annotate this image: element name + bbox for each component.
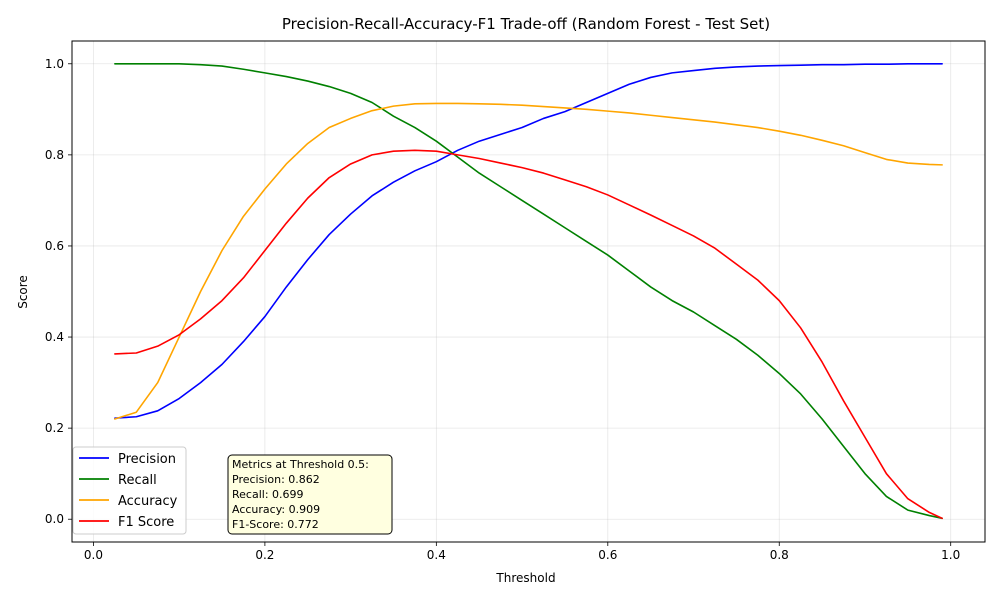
y-tick-label: 0.0	[45, 512, 64, 526]
metrics-annotation-recall: Recall: 0.699	[232, 488, 304, 501]
legend: Precision Recall Accuracy F1 Score	[72, 446, 187, 535]
legend-label-f1-score: F1 Score	[118, 515, 174, 530]
y-tick-label: 0.2	[45, 421, 64, 435]
metrics-annotation-heading: Metrics at Threshold 0.5:	[232, 458, 369, 471]
series-layer	[114, 62, 943, 520]
series-line-accuracy	[114, 102, 943, 420]
x-tick-label: 0.2	[255, 548, 274, 562]
y-tick-label: 0.6	[45, 239, 64, 253]
series-line-f1-score	[114, 149, 943, 520]
legend-entry-precision: Precision	[79, 452, 176, 467]
series-line-recall	[114, 62, 943, 520]
tick-layer: 0.0 0.2 0.4 0.6 0.8 1.0 0.0 0.2 0.4 0.6 0.8 1.0	[45, 57, 960, 562]
x-axis-label: Threshold	[495, 571, 555, 585]
grid-layer	[72, 41, 985, 542]
x-tick-label: 0.0	[84, 548, 103, 562]
y-tick-label: 0.8	[45, 148, 64, 162]
plot-frame	[71, 40, 986, 543]
x-tick-label: 0.6	[598, 548, 617, 562]
legend-label-recall: Recall	[118, 473, 157, 488]
legend-box	[72, 446, 187, 535]
legend-entry-recall: Recall	[79, 473, 157, 488]
x-tick-label: 1.0	[941, 548, 960, 562]
chart-title: Precision-Recall-Accuracy-F1 Trade-off (…	[282, 15, 770, 33]
y-tick-label: 0.4	[45, 330, 64, 344]
y-tick-label: 1.0	[45, 57, 64, 71]
legend-entry-f1-score: F1 Score	[79, 515, 174, 530]
legend-entry-accuracy: Accuracy	[79, 494, 178, 509]
metrics-annotation-precision: Precision: 0.862	[232, 473, 320, 486]
x-tick-label: 0.4	[427, 548, 446, 562]
metrics-annotation-f1-score: F1-Score: 0.772	[232, 518, 319, 531]
series-line-precision	[114, 62, 943, 419]
metrics-annotation-accuracy: Accuracy: 0.909	[232, 503, 320, 516]
x-tick-label: 0.8	[770, 548, 789, 562]
legend-label-precision: Precision	[118, 452, 176, 467]
metrics-annotation: Metrics at Threshold 0.5: Precision: 0.8…	[227, 454, 393, 535]
legend-label-accuracy: Accuracy	[118, 494, 178, 509]
y-axis-label: Score	[16, 275, 30, 309]
metrics-annotation-box	[227, 454, 393, 535]
